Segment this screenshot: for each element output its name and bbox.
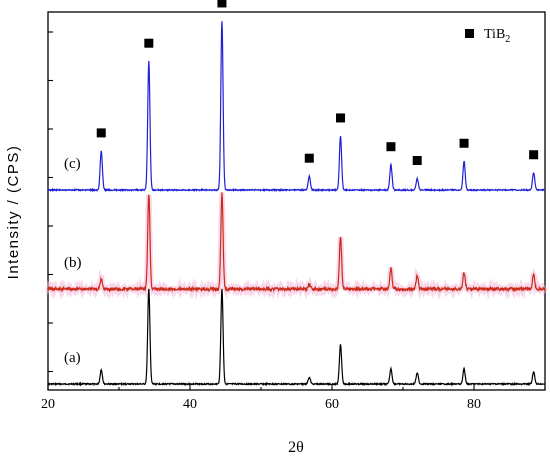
x-ticks: 20 40 60 80 bbox=[41, 384, 546, 412]
legend-label: TiB2 bbox=[484, 27, 510, 45]
peak-markers bbox=[96, 0, 539, 165]
series-label-a: (a) bbox=[64, 350, 81, 366]
peak-marker bbox=[412, 156, 422, 165]
peak-marker bbox=[529, 150, 539, 160]
legend-marker bbox=[465, 29, 474, 38]
series-label-b: (b) bbox=[64, 255, 82, 271]
peak-marker bbox=[386, 142, 396, 152]
series-line-a bbox=[47, 288, 546, 387]
peak-marker bbox=[96, 128, 106, 138]
x-axis-label: 2θ bbox=[288, 439, 304, 456]
legend: TiB2 bbox=[465, 27, 510, 45]
peak-marker bbox=[336, 113, 346, 123]
plot-frame bbox=[47, 11, 546, 391]
series-layer: (a) (b) (c) bbox=[45, 21, 548, 387]
peak-marker bbox=[144, 38, 154, 48]
y-axis-label: Intensity / (CPS) bbox=[5, 145, 22, 280]
x-tick-label: 80 bbox=[467, 397, 481, 412]
peak-marker bbox=[459, 138, 469, 148]
peak-marker bbox=[217, 0, 227, 8]
peak-marker bbox=[304, 153, 314, 163]
series-line-c bbox=[47, 21, 546, 193]
x-tick-label: 20 bbox=[41, 397, 55, 412]
series-label-c: (c) bbox=[64, 156, 81, 172]
series-b-halo bbox=[45, 192, 548, 301]
series-line-b bbox=[47, 192, 546, 293]
x-tick-label: 60 bbox=[325, 397, 339, 412]
y-ticks bbox=[48, 31, 53, 373]
x-tick-label: 40 bbox=[183, 397, 197, 412]
